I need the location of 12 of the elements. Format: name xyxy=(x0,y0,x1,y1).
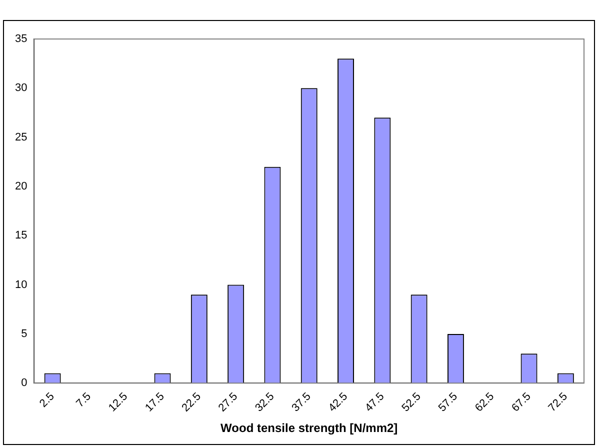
x-axis-title: Wood tensile strength [N/mm2] xyxy=(220,421,398,436)
x-tick-label: 2.5 xyxy=(38,390,57,410)
y-tick-label: 25 xyxy=(14,131,28,144)
y-tick-label: 20 xyxy=(14,180,28,193)
x-tick-label: 72.5 xyxy=(546,390,570,414)
y-tick-label: 35 xyxy=(14,33,28,46)
y-tick-label: 5 xyxy=(21,328,28,340)
x-tick-label: 7.5 xyxy=(74,390,94,410)
y-tick-label: 15 xyxy=(14,230,28,242)
y-tick-label: 10 xyxy=(14,278,28,291)
y-tick-label: 0 xyxy=(21,377,28,390)
y-tick-label: 30 xyxy=(14,82,28,94)
